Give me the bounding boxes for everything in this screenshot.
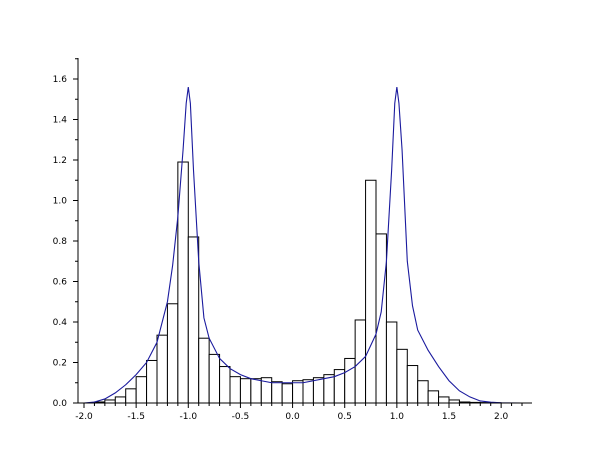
histogram-bar xyxy=(271,381,283,404)
histogram-bar xyxy=(427,390,440,404)
y-tick-label: 1.4 xyxy=(53,116,68,126)
histogram-bar xyxy=(166,303,179,404)
x-tick-label: 2.0 xyxy=(494,412,509,422)
histogram-bar xyxy=(219,366,231,404)
histogram-bar xyxy=(292,380,304,404)
histogram-bar xyxy=(156,334,168,404)
y-tick-label: 0.6 xyxy=(53,278,68,288)
histogram-bar xyxy=(208,353,221,404)
histogram-bar xyxy=(344,357,356,404)
histogram-bar xyxy=(396,348,408,404)
histogram-bar xyxy=(438,396,450,404)
y-tick-label: 0.4 xyxy=(53,318,68,328)
x-tick-label: -1.0 xyxy=(180,412,198,422)
histogram-bar xyxy=(187,236,200,404)
histogram-bar xyxy=(135,376,148,404)
x-tick-label: 0.0 xyxy=(285,412,300,422)
y-tick-label: 0.2 xyxy=(53,359,67,369)
x-tick-label: -0.5 xyxy=(232,412,250,422)
histogram-bar xyxy=(312,377,325,404)
histogram-bar xyxy=(146,359,158,404)
x-tick-label: 1.0 xyxy=(390,412,405,422)
y-tick-label: 0.0 xyxy=(53,399,68,409)
histogram-bar xyxy=(125,388,137,404)
y-tick-label: 1.6 xyxy=(53,75,68,85)
axes: -2.0 -1.5 -1.0 -0.5 0.0 0.5 1.0 1.5 2.0 0.0 0.2 0.4… xyxy=(53,58,532,422)
histogram-bar xyxy=(281,383,294,404)
histogram-bar xyxy=(406,365,419,404)
histogram-bar xyxy=(375,233,387,404)
histogram-bar xyxy=(250,378,262,404)
x-tick-label: -1.5 xyxy=(127,412,145,422)
y-tick-label: 1.0 xyxy=(53,197,68,207)
histogram-bar xyxy=(229,376,241,404)
x-tick-label: 1.5 xyxy=(442,412,456,422)
histogram-bar xyxy=(302,379,314,404)
histogram-bar xyxy=(417,380,429,404)
histogram-bar xyxy=(239,378,252,404)
y-tick-label: 1.2 xyxy=(53,156,67,166)
histogram-bar xyxy=(114,396,127,404)
histogram-bars xyxy=(93,161,502,404)
x-tick-label: -2.0 xyxy=(75,412,93,422)
histogram-bar xyxy=(198,337,210,404)
histogram-bar xyxy=(385,321,398,404)
x-tick-label: 0.5 xyxy=(338,412,352,422)
y-tick-label: 0.8 xyxy=(53,237,68,247)
histogram-bar xyxy=(365,179,377,404)
density-curve xyxy=(83,87,523,404)
